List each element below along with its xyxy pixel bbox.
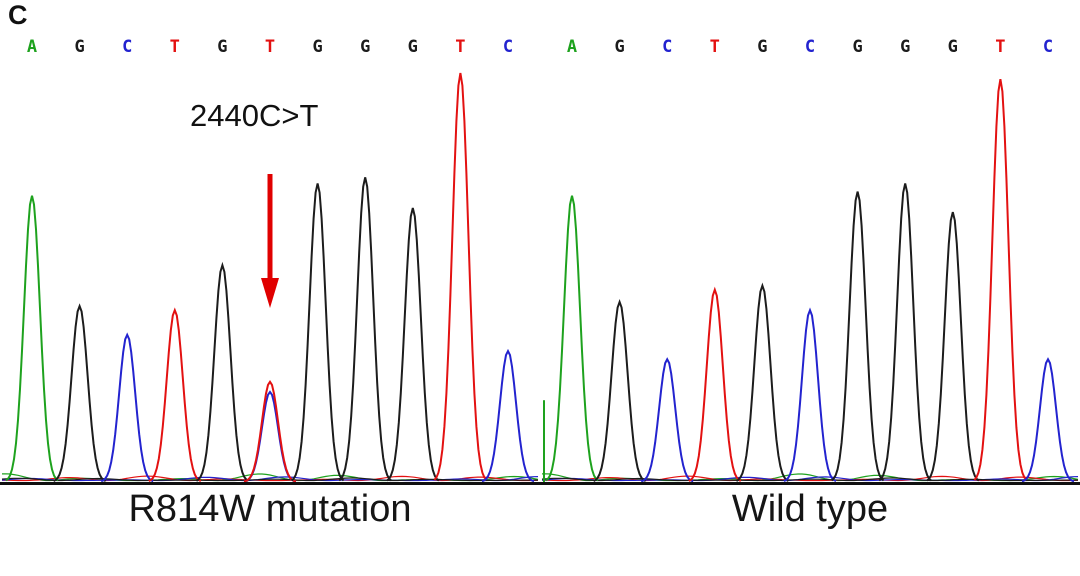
svg-text:G: G — [900, 37, 910, 57]
svg-text:G: G — [757, 37, 767, 57]
svg-text:G: G — [217, 37, 227, 57]
svg-text:G: G — [74, 37, 84, 57]
svg-text:T: T — [170, 37, 180, 57]
figure-panel-label: C — [8, 0, 28, 30]
svg-text:T: T — [995, 37, 1005, 57]
svg-text:C: C — [503, 37, 513, 57]
svg-text:C: C — [805, 37, 815, 57]
svg-text:G: G — [360, 37, 370, 57]
mutation-annotation-label: 2440C>T — [190, 98, 319, 133]
mutation-caption: R814W mutation — [128, 488, 412, 530]
svg-text:G: G — [408, 37, 418, 57]
wildtype-trace-panel: A G C T G C G G G T C Wild type — [540, 24, 1080, 531]
mutation-trace-panel: A G C T G T G G G T C R814W mutation — [0, 24, 540, 531]
svg-text:G: G — [948, 37, 958, 57]
svg-text:T: T — [710, 37, 720, 57]
svg-text:A: A — [27, 37, 37, 57]
wildtype-caption: Wild type — [731, 488, 889, 530]
svg-text:C: C — [122, 37, 132, 57]
svg-text:T: T — [265, 37, 275, 57]
svg-text:G: G — [312, 37, 322, 57]
svg-text:C: C — [662, 37, 672, 57]
chromatogram-panels: A G C T G T G G G T C R814W mutation A G C T G C G G G T C W… — [0, 24, 1080, 531]
svg-text:G: G — [614, 37, 624, 57]
svg-text:T: T — [455, 37, 465, 57]
svg-text:A: A — [567, 37, 577, 57]
svg-text:G: G — [852, 37, 862, 57]
svg-text:C: C — [1043, 37, 1053, 57]
